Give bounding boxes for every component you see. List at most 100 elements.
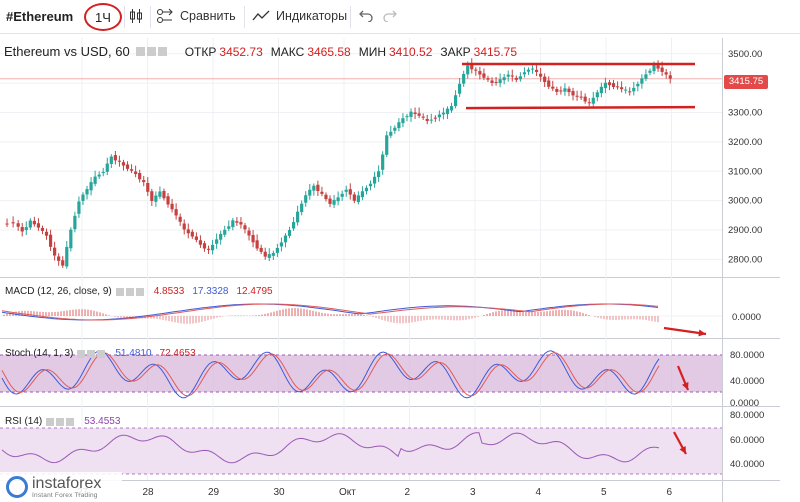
stoch-k-line xyxy=(1,350,660,399)
low-value: 3410.52 xyxy=(389,44,433,59)
candle-body xyxy=(474,69,478,71)
candle-body xyxy=(227,226,231,229)
toolbar-divider xyxy=(244,6,245,28)
candle-body xyxy=(162,190,166,199)
candle-body xyxy=(587,102,591,104)
candle-body xyxy=(660,67,664,72)
candle-body xyxy=(24,227,28,230)
candle-body xyxy=(502,77,506,81)
interval-label: 1Ч xyxy=(95,9,111,25)
candle-body xyxy=(478,71,482,75)
high-label: МАКС xyxy=(270,44,305,59)
close-icon[interactable] xyxy=(66,417,75,426)
candle-body xyxy=(611,83,616,87)
candle-body xyxy=(65,246,69,267)
candle-body xyxy=(595,92,599,98)
candle-body xyxy=(656,65,660,69)
indicators-button[interactable]: Индикаторы xyxy=(252,8,347,24)
candle-body xyxy=(332,199,336,205)
candle-body xyxy=(186,229,190,234)
macd-value-1: 4.8533 xyxy=(153,286,185,297)
redo-icon xyxy=(383,10,397,22)
close-icon[interactable] xyxy=(157,47,167,56)
eye-icon[interactable] xyxy=(87,349,96,358)
rsi-axis-label: 40.0000 xyxy=(730,459,764,470)
candle-body xyxy=(628,91,632,93)
candle-body xyxy=(603,82,608,89)
candle-body xyxy=(210,244,215,251)
candle-body xyxy=(219,233,223,240)
settings-icon[interactable] xyxy=(115,287,124,296)
high-value: 3465.58 xyxy=(307,44,351,59)
candle-body xyxy=(385,135,389,155)
settings-icon[interactable] xyxy=(46,417,55,426)
candle-body xyxy=(583,96,587,102)
open-value: 3452.73 xyxy=(219,44,263,59)
candle-body xyxy=(105,163,109,172)
candle-body xyxy=(77,201,81,214)
candle-body xyxy=(352,194,356,201)
candle-body xyxy=(113,155,117,161)
candle-body xyxy=(20,227,24,232)
candle-body xyxy=(129,169,134,171)
candle-body xyxy=(69,229,73,249)
candle-body xyxy=(393,127,397,131)
candle-body xyxy=(235,221,239,223)
candle-body xyxy=(397,122,401,129)
price-tick-label: 3000.00 xyxy=(728,196,762,207)
candle-body xyxy=(271,252,275,256)
candle-body xyxy=(579,96,583,98)
time-tick-label: 5 xyxy=(601,487,607,498)
candle-body xyxy=(486,78,490,80)
candle-body xyxy=(599,86,603,94)
candle-body xyxy=(417,113,421,116)
candle-body xyxy=(425,118,429,121)
chart-canvas[interactable]: 27282930Окт234562800.002900.003000.00310… xyxy=(0,35,780,502)
candle-body xyxy=(530,68,535,70)
candle-body xyxy=(372,176,377,184)
macd-icons xyxy=(115,287,146,296)
candle-body xyxy=(93,176,97,184)
chart-type-button[interactable] xyxy=(129,8,149,24)
candle-body xyxy=(296,211,300,223)
chart-area[interactable]: 27282930Окт234562800.002900.003000.00310… xyxy=(0,35,780,502)
stoch-band xyxy=(0,355,722,392)
eye-icon[interactable] xyxy=(135,47,145,56)
candle-body xyxy=(279,242,284,247)
indicators-label: Индикаторы xyxy=(276,9,348,23)
price-tick-label: 3200.00 xyxy=(728,137,762,148)
candle-body xyxy=(328,198,332,204)
settings-icon[interactable] xyxy=(146,47,156,56)
candle-body xyxy=(470,64,474,70)
compare-button[interactable]: Сравнить xyxy=(156,8,236,24)
candle-body xyxy=(154,195,158,202)
candle-body xyxy=(668,75,672,79)
candle-body xyxy=(409,111,413,117)
candle-body xyxy=(16,223,20,227)
low-label: МИН xyxy=(358,44,386,59)
candle-body xyxy=(194,236,198,240)
symbol-label[interactable]: #Ethereum xyxy=(6,9,74,24)
close-icon[interactable] xyxy=(97,349,106,358)
instaforex-logo xyxy=(6,476,28,498)
chart-title: Ethereum vs USD, 60 xyxy=(4,44,130,59)
candle-body xyxy=(300,203,304,213)
eye-icon[interactable] xyxy=(125,287,134,296)
candle-body xyxy=(231,220,235,228)
candle-body xyxy=(364,187,369,192)
indicators-icon xyxy=(252,10,270,21)
candle-body xyxy=(178,216,182,222)
toolbar-divider xyxy=(124,6,125,28)
stoch-icons xyxy=(77,349,107,358)
macd-axis-label: 0.0000 xyxy=(732,312,761,323)
candle-body xyxy=(563,88,567,92)
close-icon[interactable] xyxy=(135,287,144,296)
undo-button[interactable] xyxy=(359,8,379,22)
stoch-axis-label: 40.0000 xyxy=(730,376,764,387)
redo-button[interactable] xyxy=(383,8,403,22)
candle-body xyxy=(190,231,194,237)
settings-icon[interactable] xyxy=(77,349,86,358)
candle-body xyxy=(506,74,510,77)
eye-icon[interactable] xyxy=(56,417,65,426)
interval-button[interactable]: 1Ч xyxy=(84,3,122,31)
